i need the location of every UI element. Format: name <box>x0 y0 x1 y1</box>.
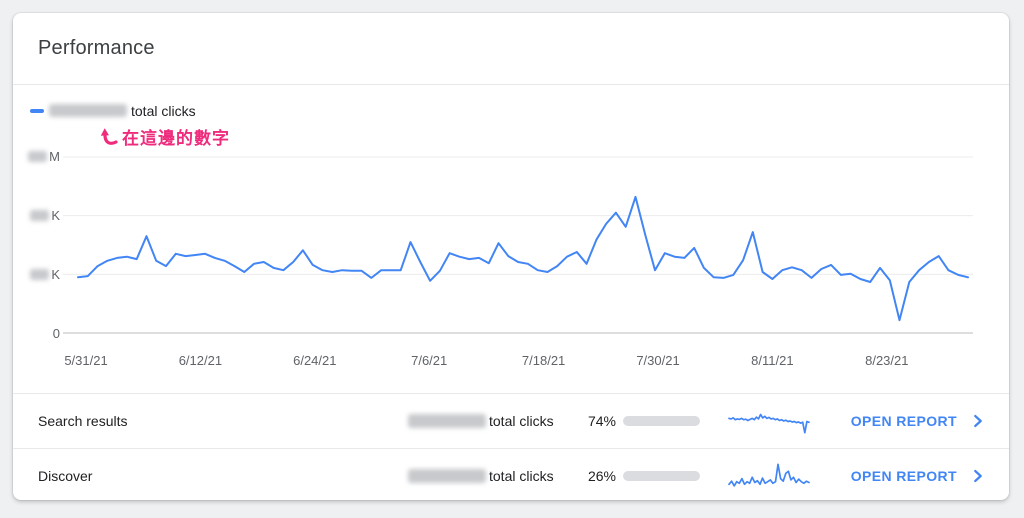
curved-arrow-icon <box>100 128 118 145</box>
search-results-row[interactable]: Search results total clicks 74% OPEN REP… <box>13 393 1009 448</box>
redacted-clicks-value <box>408 414 486 428</box>
total-clicks-text: total clicks <box>489 467 554 484</box>
open-report-link[interactable]: OPEN REPORT <box>851 449 987 502</box>
report-rows: Search results total clicks 74% OPEN REP… <box>13 393 1009 502</box>
chevron-right-icon <box>974 414 982 428</box>
row-label: Search results <box>38 413 128 429</box>
clicks-line-chart[interactable] <box>63 147 973 357</box>
y-tick-label: K <box>13 208 60 223</box>
open-report-label: OPEN REPORT <box>850 467 957 484</box>
legend-dash-icon <box>30 108 44 113</box>
x-axis-labels: 5/31/21 6/12/21 6/24/21 7/6/21 7/18/21 7/30/2… <box>13 353 1009 369</box>
redacted-total-clicks-value <box>49 104 127 117</box>
y-tick-label: K <box>13 267 60 282</box>
annotation-text: 在這邊的數字 <box>122 128 230 148</box>
total-clicks-text: total clicks <box>489 413 554 429</box>
y-tick-label: M <box>13 149 60 164</box>
x-tick-label: 7/30/21 <box>636 353 680 368</box>
card-header: Performance <box>13 13 1009 85</box>
percent-bar <box>623 470 700 481</box>
y-tick-label: 0 <box>52 325 60 341</box>
redacted-clicks-value <box>408 468 486 483</box>
open-report-link[interactable]: OPEN REPORT <box>851 394 987 448</box>
x-tick-label: 8/23/21 <box>865 353 909 368</box>
sparkline-chart <box>728 413 810 434</box>
performance-card: Performance total clicks 在這邊的數字 0 K K M 5/3… <box>13 13 1009 500</box>
x-tick-label: 6/12/21 <box>178 353 223 368</box>
x-tick-label: 6/24/21 <box>293 353 337 368</box>
legend-label: total clicks <box>131 102 196 119</box>
redacted-y-value <box>28 151 48 163</box>
redacted-y-value <box>30 210 50 222</box>
x-tick-label: 5/31/21 <box>64 353 108 368</box>
page-title: Performance <box>38 37 155 59</box>
x-tick-label: 8/11/21 <box>751 353 794 368</box>
redacted-y-value <box>30 268 50 280</box>
percent-value: 74% <box>587 413 616 429</box>
total-clicks-legend-chip[interactable]: total clicks <box>30 102 196 119</box>
row-label: Discover <box>38 467 93 484</box>
open-report-label: OPEN REPORT <box>850 413 957 429</box>
percent-bar <box>623 416 700 426</box>
chevron-right-icon <box>974 469 982 482</box>
discover-row[interactable]: Discover total clicks 26% OPEN REPORT <box>13 448 1009 502</box>
percent-value: 26% <box>587 467 616 484</box>
handwritten-annotation: 在這邊的數字 <box>98 124 230 148</box>
x-tick-label: 7/6/21 <box>411 353 448 368</box>
x-tick-label: 7/18/21 <box>521 353 566 368</box>
sparkline-chart <box>728 463 810 487</box>
